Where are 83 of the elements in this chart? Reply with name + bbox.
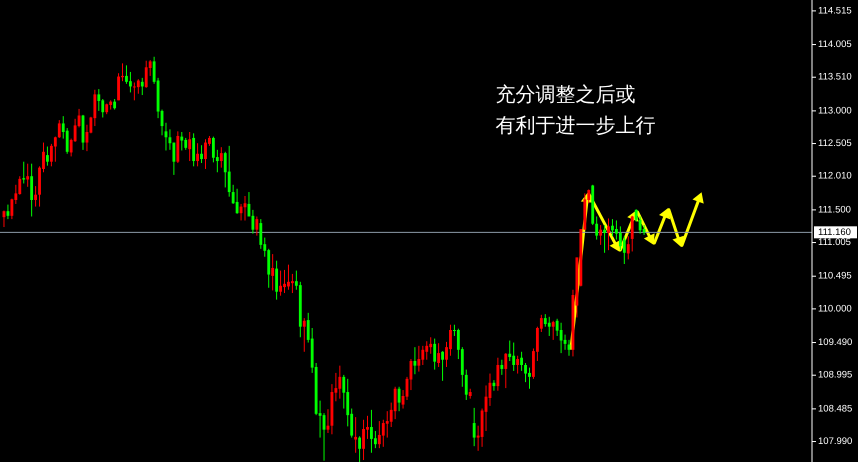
candlestick — [496, 357, 500, 392]
candlestick — [500, 359, 504, 376]
candlestick — [524, 362, 527, 383]
candlestick — [626, 236, 630, 260]
candlestick — [449, 324, 452, 356]
candlestick — [358, 436, 362, 462]
candlestick — [354, 416, 358, 454]
candlestick — [492, 380, 496, 392]
candlestick — [164, 122, 168, 151]
candlestick — [378, 420, 381, 449]
y-tick-label: 112.010 — [818, 170, 852, 182]
candlestick — [413, 346, 416, 375]
candlestick — [109, 100, 112, 110]
candlestick — [512, 342, 516, 372]
candlestick — [22, 161, 26, 184]
candlestick — [117, 72, 120, 101]
candlestick — [516, 355, 520, 374]
ref-line-label: 111.160 — [818, 226, 851, 238]
y-tick-label: 114.515 — [818, 5, 852, 16]
candlestick — [528, 367, 531, 390]
candlestick — [200, 144, 203, 164]
candlestick — [212, 136, 215, 163]
candlestick — [30, 163, 34, 217]
candlestick — [240, 203, 242, 221]
candlestick — [472, 407, 476, 447]
candlestick — [290, 273, 294, 294]
candlestick — [564, 334, 566, 350]
candlestick — [362, 419, 365, 461]
candlestick — [394, 386, 397, 420]
candlestick — [568, 339, 570, 356]
y-tick-label: 114.005 — [818, 39, 852, 50]
candlestick — [236, 188, 239, 214]
candlestick — [618, 226, 622, 251]
candlestick — [441, 350, 444, 382]
y-tick-label: 113.000 — [818, 105, 852, 116]
candlestick — [433, 338, 436, 370]
y-tick-label: 107.990 — [818, 436, 852, 448]
candlestick — [279, 270, 282, 296]
candlestick — [244, 196, 246, 221]
annotation: 有利于进一步上行 — [495, 115, 656, 137]
y-tick-label: 110.000 — [818, 303, 852, 314]
candlestick — [34, 186, 38, 208]
candlestick — [271, 254, 274, 291]
candlestick — [128, 71, 132, 93]
candlestick — [275, 260, 278, 300]
y-tick-label: 109.490 — [818, 337, 852, 348]
candlestick — [196, 142, 200, 167]
y-tick-label: 112.505 — [818, 138, 852, 150]
candlestick — [520, 351, 524, 372]
candlestick — [6, 204, 10, 220]
candlestick — [113, 98, 116, 110]
candlestick — [417, 345, 420, 372]
y-tick-label: 113.510 — [818, 72, 852, 83]
y-tick-label: 111.500 — [818, 204, 851, 216]
candlestick — [46, 146, 49, 166]
y-tick-label: 108.485 — [818, 403, 852, 414]
candlestick — [622, 236, 626, 264]
candlestick — [338, 365, 342, 400]
candlestick — [560, 322, 563, 354]
candlestick — [287, 264, 290, 290]
candlestick — [54, 136, 57, 162]
y-tick-label: 111.005 — [818, 237, 851, 248]
candlestick — [192, 132, 196, 167]
candlestick — [66, 128, 69, 154]
y-tick-label: 108.995 — [818, 370, 852, 381]
candlestick — [326, 408, 330, 434]
candlestick — [638, 216, 642, 234]
candlestick — [634, 208, 638, 222]
candlestick — [125, 64, 128, 84]
candlestick — [556, 318, 559, 336]
candlestick — [204, 138, 207, 170]
candlestick — [398, 386, 401, 412]
annotation: 充分调整之后或 — [495, 84, 636, 106]
candlestick — [374, 430, 377, 449]
y-tick-label: 110.495 — [818, 270, 852, 282]
candlestick — [26, 163, 30, 188]
candlestick — [322, 412, 326, 462]
candlestick — [283, 269, 286, 294]
candlestick — [132, 82, 136, 101]
candlestick — [370, 409, 373, 454]
candlestick — [437, 342, 440, 368]
candlestick — [255, 216, 258, 236]
candlestick — [2, 210, 6, 228]
